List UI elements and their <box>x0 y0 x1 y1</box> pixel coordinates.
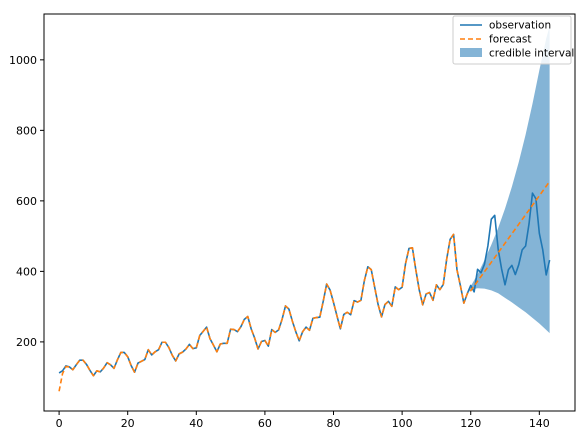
y-tick-label: 400 <box>16 265 37 278</box>
x-tick-label: 80 <box>327 417 341 430</box>
plot-background <box>44 14 575 411</box>
series-layer <box>58 181 551 392</box>
y-axis: 200 400 600 800 1000 <box>9 54 44 349</box>
x-tick-label: 0 <box>56 417 63 430</box>
y-tick-label: 1000 <box>9 54 37 67</box>
x-tick-label: 40 <box>189 417 203 430</box>
x-tick-label: 20 <box>121 417 135 430</box>
legend-interval-swatch <box>460 48 482 57</box>
y-tick-label: 600 <box>16 195 37 208</box>
x-tick-label: 120 <box>460 417 481 430</box>
legend: observation forecast credible interval <box>452 15 574 65</box>
y-tick-label: 800 <box>16 124 37 137</box>
legend-box <box>452 15 572 65</box>
x-tick-label: 140 <box>529 417 550 430</box>
legend-interval-label: credible interval <box>489 48 574 60</box>
credible-interval-layer <box>467 26 550 334</box>
plot-frame <box>43 13 576 412</box>
legend-observation-label: observation <box>489 20 551 32</box>
x-tick-label: 100 <box>392 417 413 430</box>
x-tick-label: 60 <box>258 417 272 430</box>
x-axis: 0 20 40 60 80 100 120 140 <box>56 411 550 430</box>
y-tick-label: 200 <box>16 336 37 349</box>
legend-forecast-label: forecast <box>489 34 531 46</box>
forecast-line <box>58 181 551 392</box>
credible-interval-band <box>467 26 550 334</box>
